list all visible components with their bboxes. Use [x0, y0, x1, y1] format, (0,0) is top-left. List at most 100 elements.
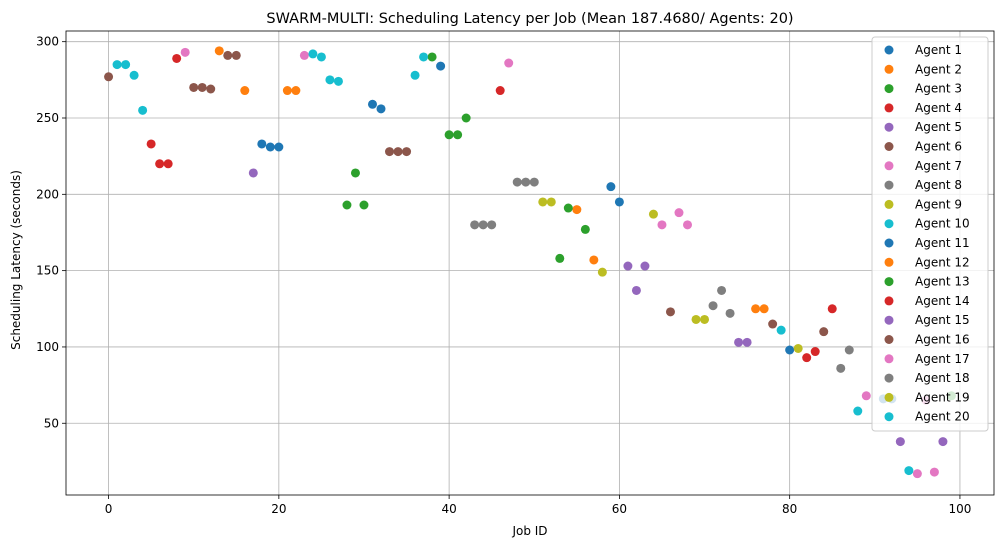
legend-marker	[884, 315, 894, 325]
legend-marker	[884, 335, 894, 344]
legend-marker	[884, 84, 894, 94]
x-tick-label: 60	[612, 502, 627, 516]
data-point-agent-6	[231, 50, 241, 60]
data-point-agent-1	[274, 142, 284, 152]
legend-marker	[884, 238, 894, 248]
data-point-agent-1	[606, 182, 616, 192]
data-point-agent-5	[938, 437, 948, 447]
legend-marker	[884, 354, 894, 364]
data-point-agent-6	[393, 147, 403, 157]
data-point-agent-9	[538, 197, 548, 207]
data-point-agent-4	[146, 139, 156, 149]
x-tick-label: 20	[271, 502, 286, 516]
x-tick-label: 100	[948, 502, 971, 516]
data-point-agent-10	[853, 406, 863, 416]
data-point-agent-3	[563, 203, 573, 213]
data-point-agent-7	[657, 220, 667, 230]
data-point-agent-3	[444, 130, 454, 140]
legend-label: Agent 4	[915, 101, 962, 115]
legend-marker	[884, 161, 894, 171]
legend-label: Agent 5	[915, 120, 962, 134]
data-point-agent-4	[495, 86, 505, 96]
data-point-agent-10	[904, 466, 914, 476]
data-point-agent-6	[402, 147, 412, 157]
data-point-agent-4	[827, 304, 837, 314]
chart-title: SWARM-MULTI: Scheduling Latency per Job …	[266, 11, 793, 27]
data-point-agent-10	[112, 60, 122, 70]
data-point-agent-10	[419, 52, 429, 62]
legend-marker	[884, 199, 894, 209]
data-point-agent-10	[138, 105, 148, 115]
data-point-agent-8	[478, 220, 488, 230]
data-point-agent-7	[504, 58, 514, 68]
legend-label: Agent 8	[915, 178, 962, 192]
legend-marker	[884, 296, 894, 306]
x-tick-label: 80	[782, 502, 797, 516]
data-point-agent-6	[665, 307, 675, 317]
data-point-agent-3	[359, 200, 369, 210]
y-axis-label: Scheduling Latency (seconds)	[9, 170, 23, 350]
x-axis-label: Job ID	[511, 524, 547, 538]
legend-marker	[884, 122, 894, 132]
legend-label: Agent 1	[915, 43, 962, 57]
y-tick-label: 200	[36, 187, 59, 201]
legend-marker	[884, 103, 894, 113]
data-point-agent-2	[240, 86, 250, 96]
legend-label: Agent 7	[915, 159, 962, 173]
data-point-agent-2	[291, 86, 301, 96]
legend-marker	[884, 412, 894, 422]
data-point-agent-8	[708, 301, 718, 311]
data-point-agent-3	[555, 253, 565, 263]
legend-label: Agent 10	[915, 217, 970, 231]
data-point-agent-8	[512, 177, 522, 187]
data-point-agent-8	[717, 285, 727, 295]
legend-marker	[884, 373, 894, 383]
data-point-agent-3	[342, 200, 352, 210]
data-point-agent-5	[623, 261, 633, 271]
data-point-agent-9	[793, 343, 803, 353]
data-point-agent-10	[410, 70, 420, 80]
data-point-agent-8	[725, 308, 735, 318]
data-point-agent-8	[470, 220, 480, 230]
legend-box	[871, 36, 989, 432]
legend-marker	[884, 219, 894, 229]
data-points	[104, 46, 956, 479]
data-point-agent-6	[104, 72, 114, 82]
data-point-agent-6	[768, 319, 778, 329]
data-point-agent-9	[597, 267, 607, 277]
legend-label: Agent 12	[915, 255, 970, 269]
data-point-agent-6	[223, 50, 233, 60]
legend-label: Agent 19	[915, 390, 970, 404]
legend-label: Agent 17	[915, 352, 970, 366]
data-point-agent-1	[257, 139, 267, 149]
data-point-agent-1	[376, 104, 386, 114]
data-point-agent-9	[546, 197, 556, 207]
data-point-agent-2	[751, 304, 761, 314]
data-point-agent-4	[172, 53, 182, 63]
legend-label: Agent 20	[915, 410, 970, 424]
data-point-agent-6	[819, 327, 829, 337]
data-point-agent-4	[810, 347, 820, 357]
y-tick-label: 250	[36, 111, 59, 125]
data-point-agent-7	[674, 208, 684, 218]
data-point-agent-3	[427, 52, 437, 62]
data-point-agent-5	[631, 285, 641, 295]
data-point-agent-10	[316, 52, 326, 62]
data-point-agent-2	[589, 255, 599, 265]
data-point-agent-6	[385, 147, 395, 157]
data-point-agent-2	[282, 86, 292, 96]
data-point-agent-8	[836, 363, 846, 373]
grid-lines	[66, 31, 994, 495]
data-point-agent-2	[572, 205, 582, 215]
data-point-agent-5	[734, 337, 744, 347]
legend-marker	[884, 45, 894, 55]
data-point-agent-3	[453, 130, 463, 140]
data-point-agent-1	[436, 61, 446, 71]
data-point-agent-3	[350, 168, 360, 178]
data-point-agent-8	[521, 177, 531, 187]
data-point-agent-1	[614, 197, 624, 207]
x-tick-label: 0	[105, 502, 113, 516]
y-tick-label: 150	[36, 264, 59, 278]
data-point-agent-5	[742, 337, 752, 347]
data-point-agent-10	[129, 70, 139, 80]
